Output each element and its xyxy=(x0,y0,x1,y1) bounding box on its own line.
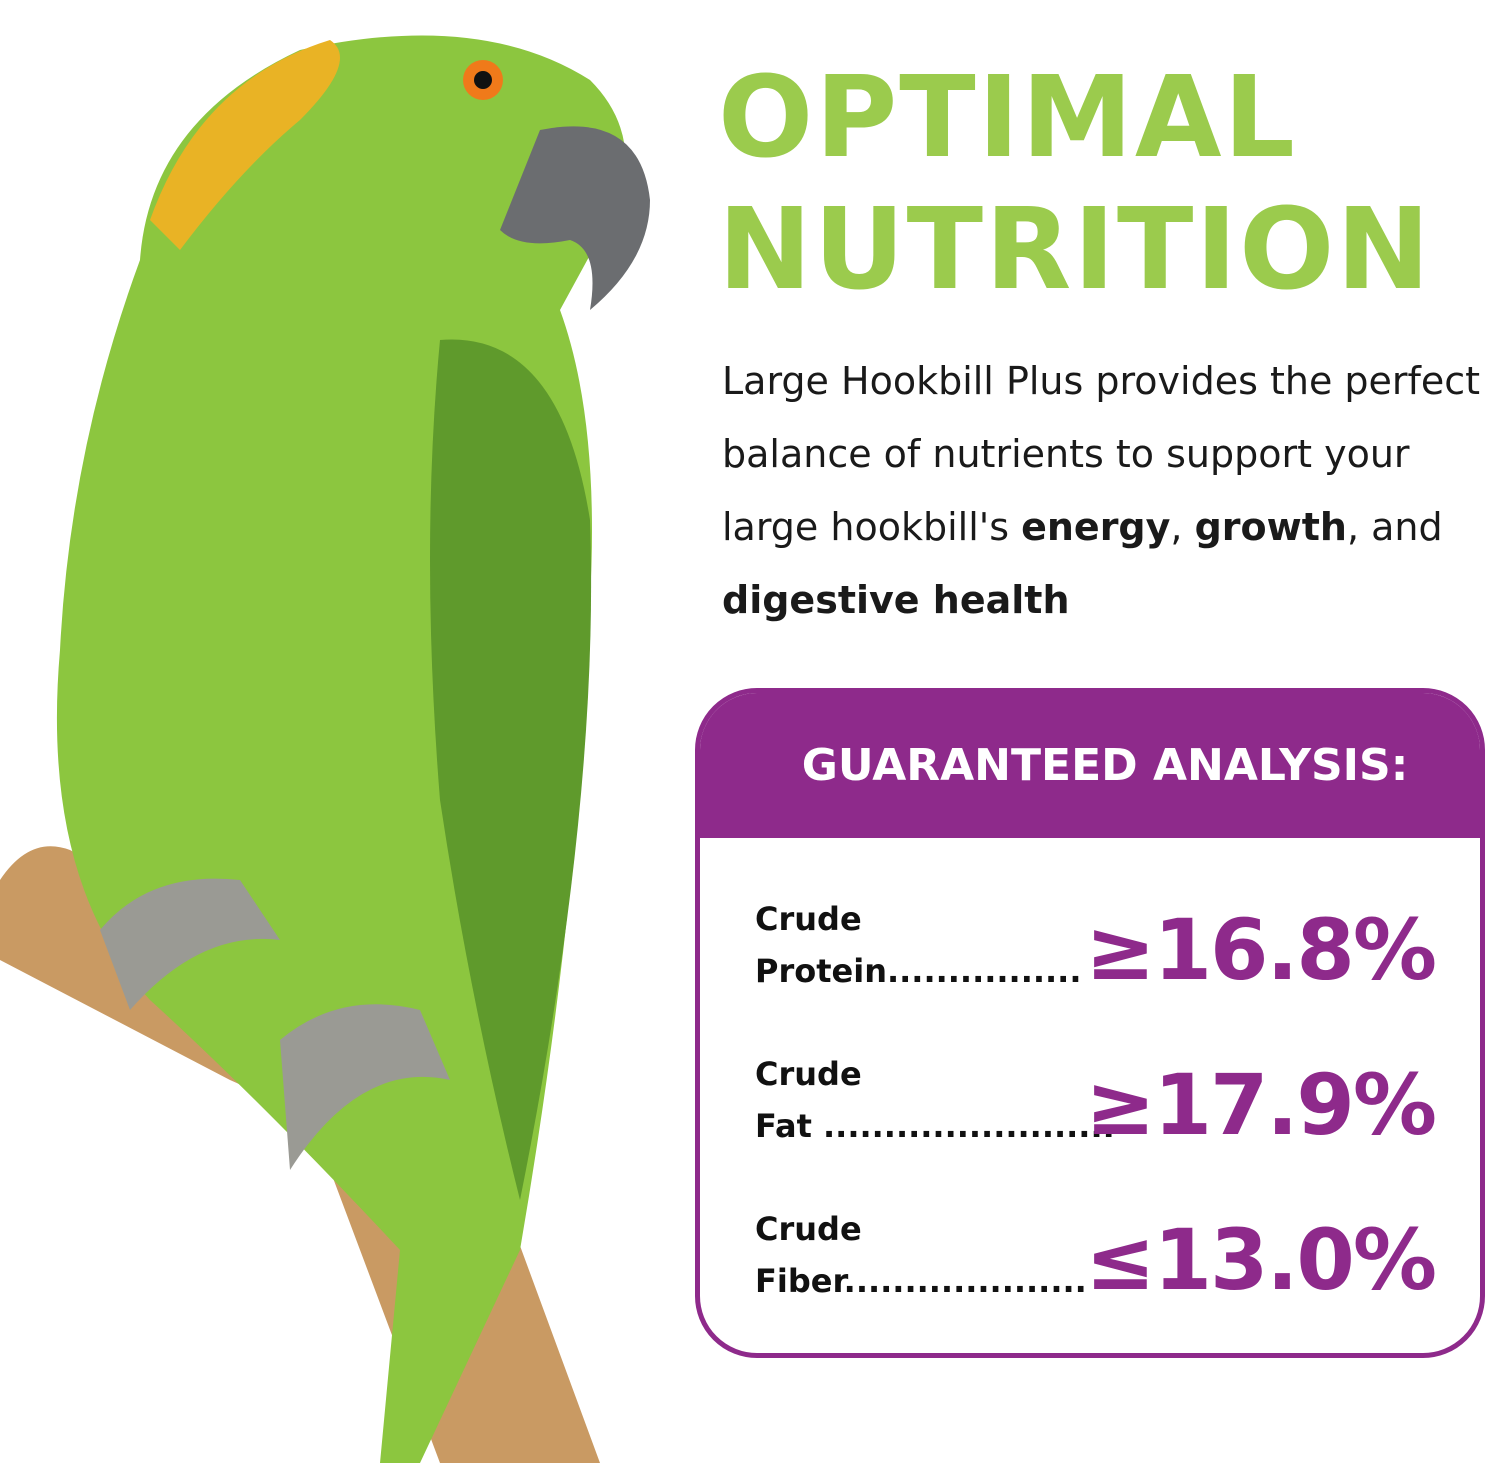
description-text: , xyxy=(1170,505,1195,549)
analysis-row-protein: Crude Protein................ ≥16.8% xyxy=(755,893,1437,1003)
parrot-foot xyxy=(100,878,280,1010)
parrot-beak xyxy=(500,126,650,310)
description-text: , and xyxy=(1346,505,1443,549)
analysis-title: GUARANTEED ANALYSIS: xyxy=(700,693,1480,838)
analysis-label: Crude Fiber.................... xyxy=(755,1210,1087,1300)
analysis-label: Crude Fat ........................ xyxy=(755,1055,1115,1145)
headline-line-2: NUTRITION xyxy=(718,185,1433,315)
analysis-row-fat: Crude Fat ........................ ≥17.9% xyxy=(755,1048,1437,1158)
description-bold-growth: growth xyxy=(1194,505,1347,549)
analysis-value: ≤13.0% xyxy=(1085,1211,1437,1309)
analysis-label: Crude Protein................ xyxy=(755,900,1082,990)
headline-line-1: OPTIMAL xyxy=(718,53,1297,183)
description: Large Hookbill Plus provides the perfect… xyxy=(722,345,1500,637)
headline: OPTIMAL NUTRITION xyxy=(718,52,1432,316)
analysis-value: ≥16.8% xyxy=(1085,901,1437,999)
guaranteed-analysis-card: GUARANTEED ANALYSIS: Crude Protein.......… xyxy=(695,688,1485,1358)
analysis-value: ≥17.9% xyxy=(1085,1056,1437,1154)
parrot-wing xyxy=(430,339,592,1200)
parrot-crown xyxy=(150,40,340,250)
parrot-foot xyxy=(280,1004,450,1170)
analysis-row-fiber: Crude Fiber.................... ≤13.0% xyxy=(755,1203,1437,1313)
description-bold-digestive-health: digestive health xyxy=(722,578,1070,622)
description-text: Large Hookbill Plus provides the perfect… xyxy=(722,359,1481,549)
parrot-image xyxy=(0,35,650,1463)
parrot-pupil xyxy=(474,71,492,89)
description-bold-energy: energy xyxy=(1021,505,1171,549)
